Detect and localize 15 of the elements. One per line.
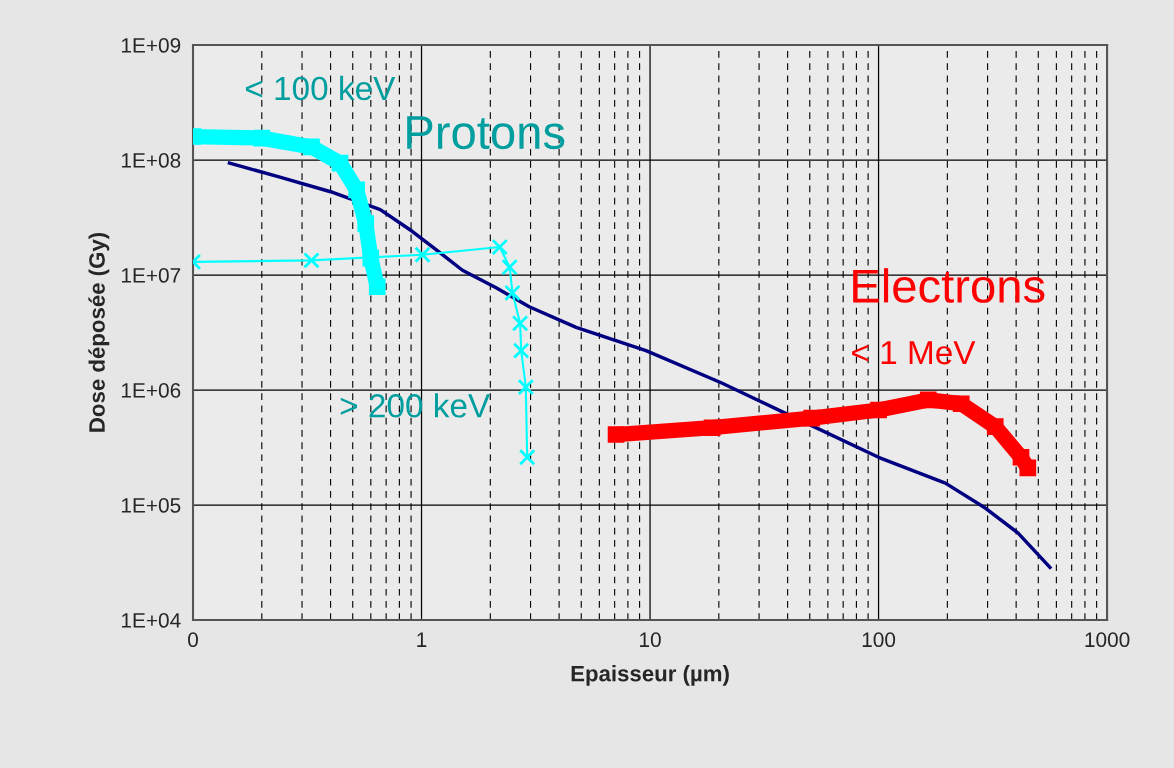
y-tick-label: 1E+08 bbox=[121, 153, 181, 168]
series-label: < 1 MeV bbox=[852, 341, 976, 365]
y-axis-title: Dose déposée (Gy) bbox=[88, 232, 110, 432]
x-tick-label: 0 bbox=[188, 632, 198, 648]
x-tick-label: 10 bbox=[640, 632, 661, 648]
y-tick-label: 1E+07 bbox=[121, 268, 181, 283]
y-tick-label: 1E+05 bbox=[121, 498, 181, 513]
x-tick-label: 1000 bbox=[1085, 632, 1130, 648]
x-tick-label: 100 bbox=[862, 632, 896, 648]
x-axis-title: Epaisseur (µm) bbox=[571, 665, 729, 686]
y-tick-label: 1E+04 bbox=[121, 613, 181, 628]
series-label: < 100 keV bbox=[245, 75, 396, 101]
y-tick-label: 1E+06 bbox=[121, 383, 181, 398]
x-tick-label: 1 bbox=[417, 632, 427, 647]
y-tick-label: 1E+09 bbox=[121, 38, 181, 53]
